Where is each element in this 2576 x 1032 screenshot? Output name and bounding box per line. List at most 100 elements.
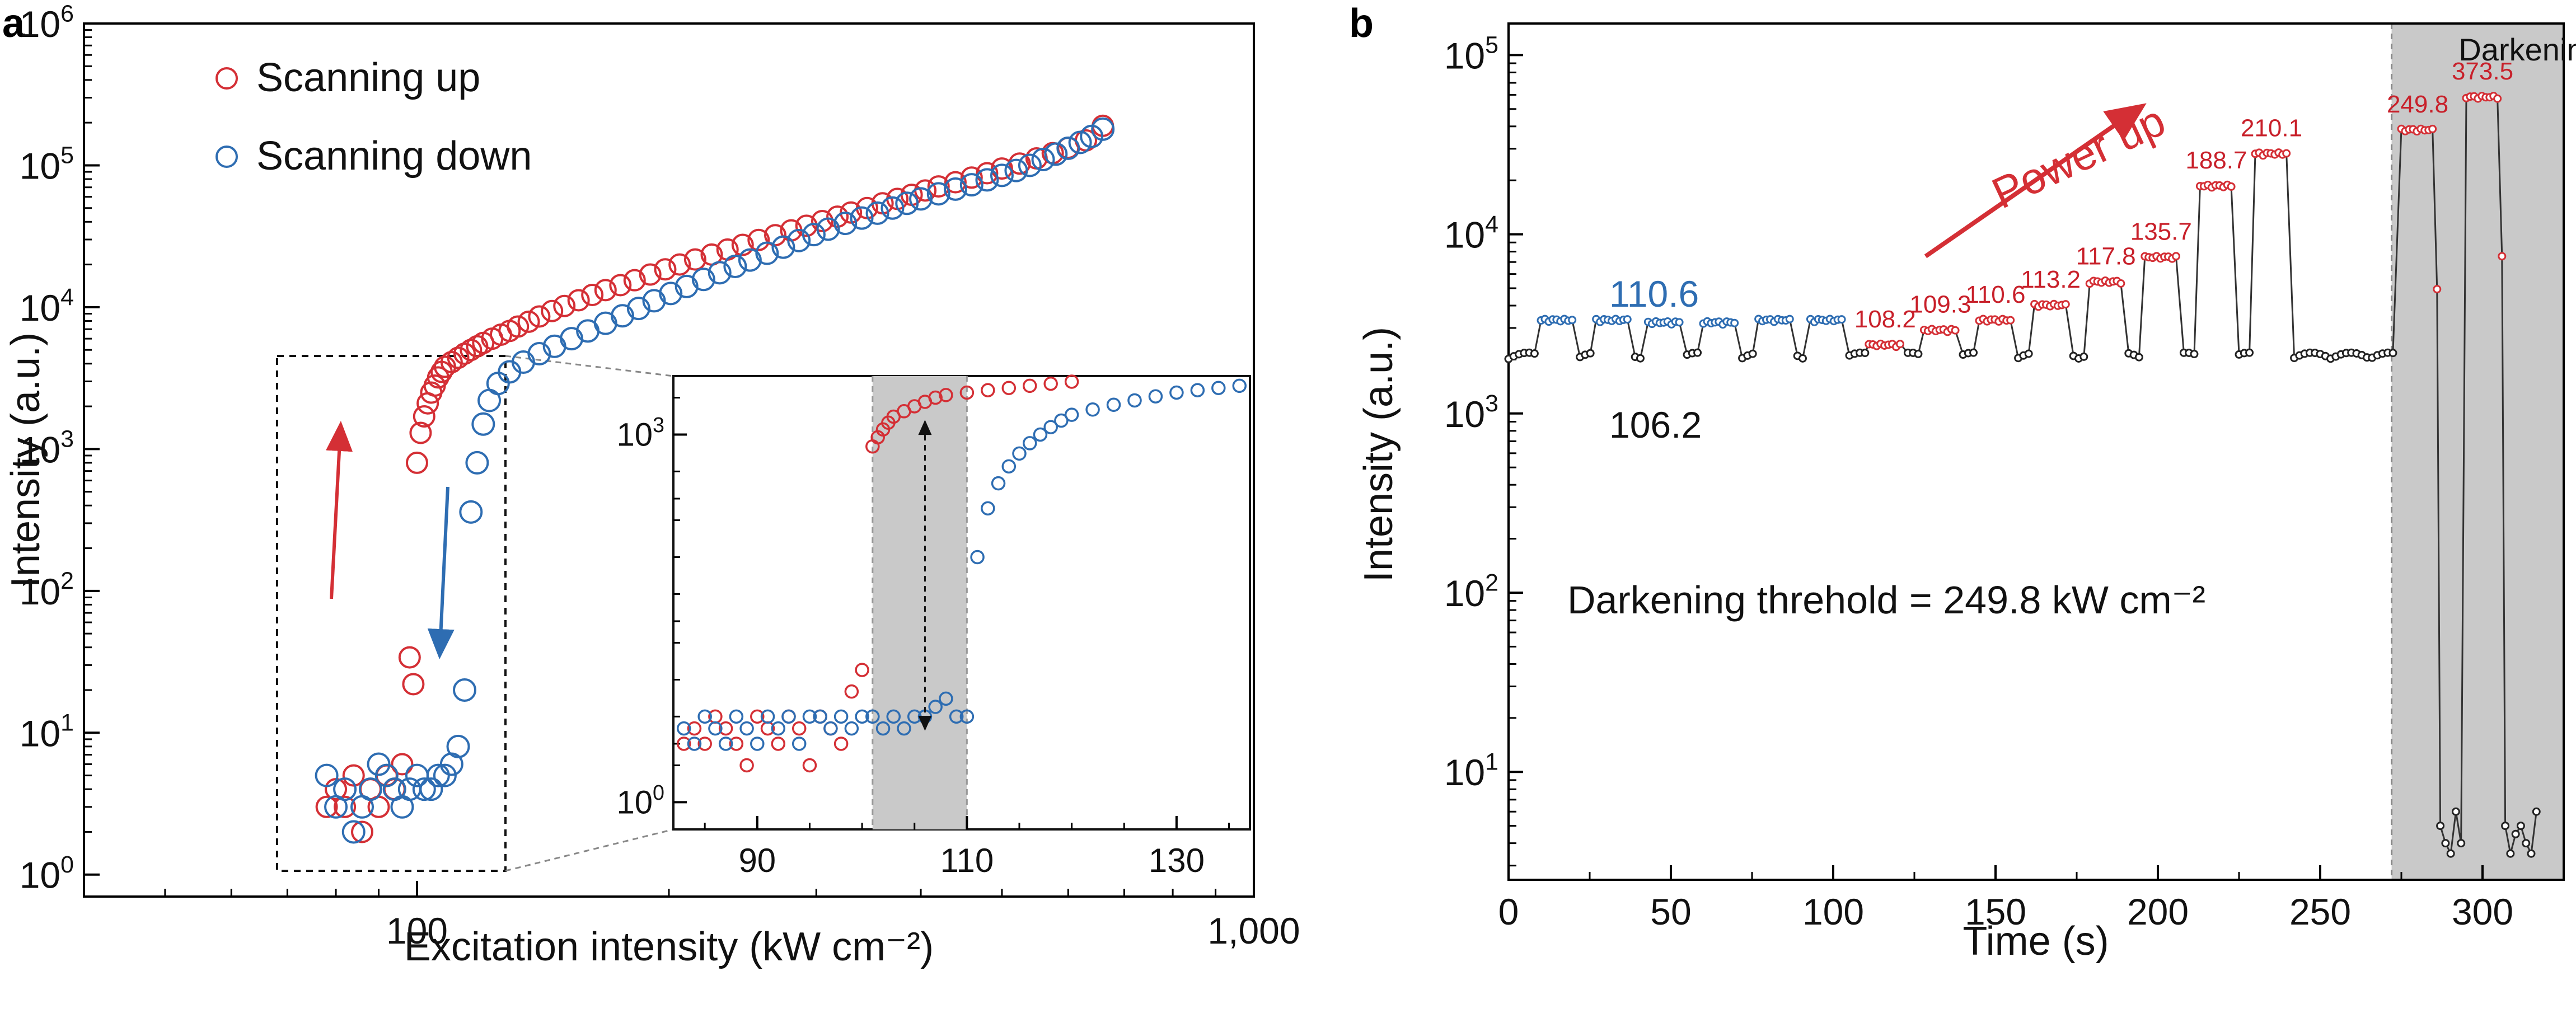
- data-point: [1044, 142, 1068, 166]
- data-point: [1068, 130, 1092, 154]
- darkening-threshold-text: Darkening threhold = 249.8 kW cm⁻²: [1567, 578, 2205, 622]
- trace-point: [2527, 849, 2536, 858]
- b-y-tick-label: 103: [1444, 390, 1498, 435]
- panel-b-trace-points: [1504, 92, 2541, 858]
- panel-a: a 100 101 102 103 104 105 106 100 1,000 Scanning…: [2, 0, 1300, 969]
- darkening-shaded-region: [2391, 24, 2564, 880]
- inset-x-tick-label: 110: [940, 842, 994, 879]
- data-point: [795, 214, 818, 237]
- data-point: [833, 737, 849, 751]
- trace-point: [2282, 149, 2291, 158]
- b-y-tick-label: 104: [1444, 211, 1498, 256]
- trace-point: [1586, 349, 1595, 358]
- data-point: [459, 500, 483, 524]
- data-point: [342, 764, 365, 787]
- a-y-tick-label: 100: [20, 851, 74, 896]
- data-point: [1031, 147, 1055, 171]
- inset-shaded-region: [872, 376, 967, 829]
- data-point: [787, 228, 811, 252]
- data-point: [1127, 393, 1142, 408]
- data-point: [880, 196, 905, 220]
- data-point: [739, 721, 754, 736]
- trace-point: [2061, 300, 2070, 309]
- panel-b-ticks: 0 50 100 150 200 250 300 101 102 103 104 105: [1444, 32, 2513, 932]
- data-point: [976, 162, 999, 185]
- a-y-tick-label: 105: [20, 142, 74, 187]
- trace-point: [2116, 279, 2125, 288]
- data-point: [507, 315, 530, 338]
- panel-a-x-axis-label: Excitation intensity (kW cm⁻²): [404, 925, 934, 969]
- trace-point: [2428, 124, 2437, 133]
- b-x-tick-label: 100: [1802, 891, 1864, 932]
- data-point: [1054, 413, 1069, 428]
- data-point: [517, 310, 540, 333]
- data-point: [865, 709, 880, 724]
- data-point: [738, 248, 762, 272]
- data-point: [739, 758, 754, 773]
- trace-point: [2433, 285, 2442, 294]
- data-point: [659, 282, 683, 306]
- data-point: [405, 451, 428, 474]
- trace-point: [2506, 849, 2515, 858]
- data-point: [465, 451, 489, 475]
- data-point: [1148, 389, 1163, 404]
- panel-a-y-axis-label: Intensity (a.u.): [3, 332, 48, 588]
- panel-a-ticks: 100 101 102 103 104 105 106 100 1,000: [20, 0, 1300, 951]
- data-point: [581, 284, 604, 307]
- trace-point: [2190, 350, 2199, 359]
- b-x-tick-label: 0: [1498, 891, 1519, 932]
- data-point: [981, 501, 995, 516]
- panel-b-frame: [1507, 22, 2565, 881]
- data-point: [975, 168, 999, 192]
- trace-point: [2436, 822, 2445, 831]
- data-point: [433, 763, 457, 787]
- data-point: [382, 777, 406, 801]
- panel-label-b: b: [1349, 1, 1374, 46]
- step-value-label: 113.2: [2021, 266, 2081, 293]
- data-point: [750, 709, 765, 724]
- step-value-label: 210.1: [2241, 114, 2302, 142]
- b-x-tick-label: 250: [2289, 891, 2351, 932]
- data-point: [542, 334, 566, 358]
- trace-point: [2501, 822, 2510, 831]
- step-value-label: 249.8: [2387, 91, 2448, 118]
- data-point: [943, 177, 967, 201]
- data-point: [949, 709, 964, 724]
- a-y-tick-label: 106: [20, 0, 74, 45]
- b-y-tick-label: 105: [1444, 32, 1498, 77]
- data-point: [1169, 385, 1184, 400]
- trace-point: [2388, 349, 2397, 358]
- data-point: [1064, 374, 1079, 389]
- inset-plot: 90 110 130 100 103: [617, 374, 1251, 879]
- data-point: [771, 737, 786, 751]
- data-point: [990, 163, 1014, 187]
- data-point: [1004, 158, 1028, 182]
- data-point: [1190, 383, 1205, 398]
- trace-point: [2446, 849, 2455, 858]
- data-point: [334, 795, 357, 818]
- darkening-label: Darkening: [2458, 32, 2576, 67]
- inset-x-tick-label: 90: [738, 842, 776, 879]
- data-point: [855, 709, 869, 724]
- data-point: [1056, 136, 1080, 160]
- b-y-tick-label: 101: [1444, 748, 1498, 793]
- data-point: [1001, 459, 1017, 474]
- a-y-tick-label: 101: [20, 710, 74, 754]
- data-point: [341, 820, 366, 844]
- data-point: [1001, 381, 1017, 395]
- data-point: [729, 737, 744, 751]
- data-point: [639, 263, 662, 286]
- panel-b: b 0 50 100 150 200 250 300 101 102 103 104 105 Dark…: [1349, 1, 2576, 964]
- data-point: [1080, 124, 1104, 148]
- data-point: [553, 294, 576, 317]
- data-point: [691, 268, 715, 292]
- trace-point: [2493, 94, 2502, 103]
- data-point: [315, 795, 338, 818]
- data-point: [687, 721, 702, 736]
- data-point: [960, 166, 983, 189]
- data-point: [802, 709, 817, 724]
- series-scanning-down: [315, 117, 1115, 844]
- b-x-tick-label: 200: [2127, 891, 2189, 932]
- trace-point: [2457, 839, 2466, 848]
